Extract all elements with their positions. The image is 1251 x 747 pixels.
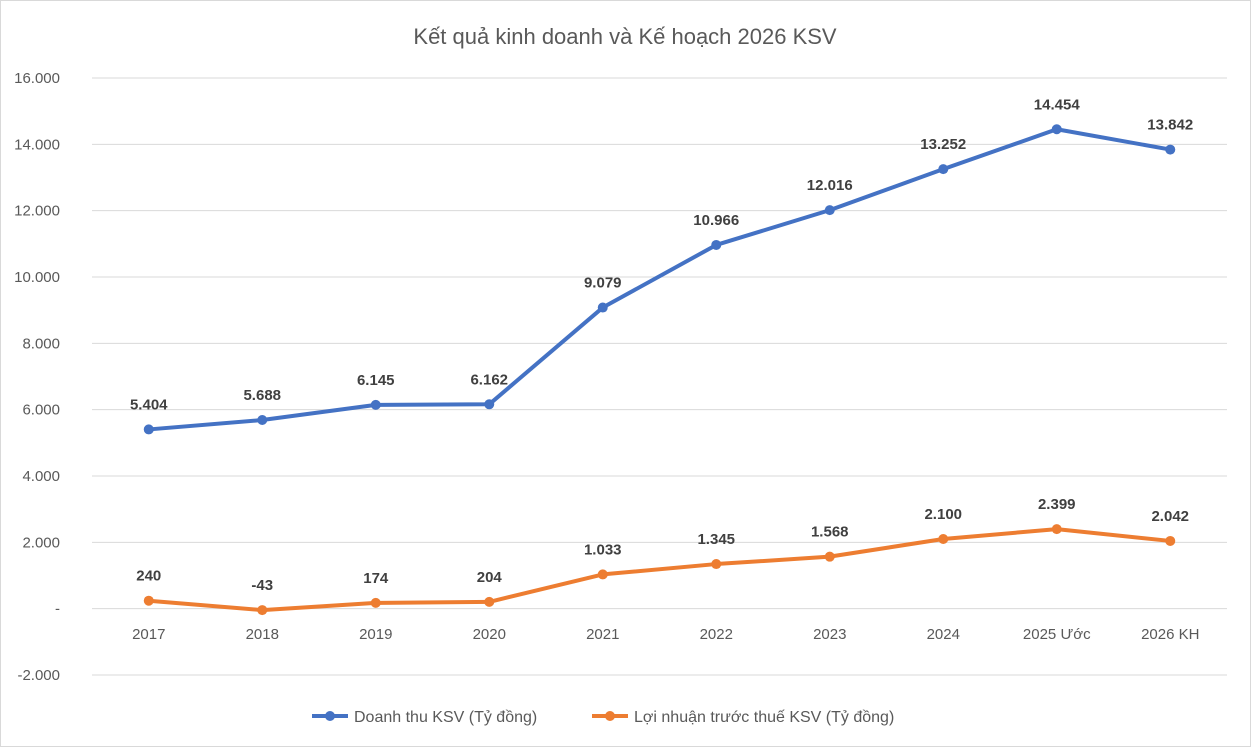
y-tick-label: 8.000 <box>22 335 60 352</box>
data-point <box>938 534 949 545</box>
y-tick-label: 10.000 <box>14 269 60 286</box>
y-tick-label: -2.000 <box>17 667 60 684</box>
x-tick-label: 2022 <box>700 626 733 643</box>
data-label: 2.042 <box>1151 508 1189 525</box>
data-point <box>143 595 154 606</box>
data-label: 2.100 <box>924 506 962 523</box>
data-point <box>484 399 495 410</box>
data-point <box>1051 524 1062 535</box>
data-point <box>257 605 268 616</box>
series-line <box>148 127 1171 432</box>
x-tick-label: 2026 KH <box>1141 626 1199 643</box>
x-tick-label: 2017 <box>132 626 165 643</box>
data-label: 6.162 <box>470 371 508 388</box>
series-line <box>148 527 1171 613</box>
y-tick-label: 14.000 <box>14 136 60 153</box>
data-label: 1.568 <box>811 524 849 541</box>
data-label: 5.404 <box>130 396 168 413</box>
data-point <box>711 559 722 570</box>
x-tick-label: 2018 <box>246 626 279 643</box>
data-point <box>370 399 381 410</box>
data-point <box>597 569 608 580</box>
x-tick-label: 2024 <box>927 626 960 643</box>
data-point <box>1051 124 1062 135</box>
data-point <box>711 239 722 250</box>
y-tick-label: 16.000 <box>14 70 60 87</box>
data-label: 13.842 <box>1147 117 1193 134</box>
y-tick-label: - <box>55 601 60 618</box>
x-tick-label: 2021 <box>586 626 619 643</box>
data-point <box>824 551 835 562</box>
data-point <box>143 424 154 435</box>
data-label: 174 <box>363 570 389 587</box>
data-label: 1.345 <box>697 531 735 548</box>
data-label: 204 <box>477 569 503 586</box>
data-point <box>938 164 949 175</box>
data-point <box>1165 144 1176 155</box>
x-tick-label: 2019 <box>359 626 392 643</box>
legend-label: Lợi nhuận trước thuế KSV (Tỷ đồng) <box>634 709 894 726</box>
x-tick-label: 2020 <box>473 626 506 643</box>
data-label: 5.688 <box>243 387 281 404</box>
y-tick-label: 6.000 <box>22 402 60 419</box>
data-point <box>257 415 268 426</box>
data-label: 6.145 <box>357 372 395 389</box>
data-point <box>824 205 835 216</box>
x-tick-label: 2025 Ước <box>1023 626 1091 643</box>
data-label: 13.252 <box>920 136 966 153</box>
legend-marker <box>605 711 615 721</box>
data-label: 12.016 <box>807 177 853 194</box>
data-label: 14.454 <box>1034 96 1081 113</box>
data-label: -43 <box>251 577 273 594</box>
y-tick-label: 12.000 <box>14 203 60 220</box>
data-point <box>370 597 381 608</box>
data-label: 240 <box>136 568 161 585</box>
legend-label: Doanh thu KSV (Tỷ đồng) <box>354 709 537 726</box>
data-label: 1.033 <box>584 541 622 558</box>
data-point <box>597 302 608 313</box>
y-tick-label: 4.000 <box>22 468 60 485</box>
data-label: 2.399 <box>1038 496 1076 513</box>
data-point <box>1165 535 1176 546</box>
data-label: 10.966 <box>693 212 739 229</box>
chart-title: Kết quả kinh doanh và Kế hoạch 2026 KSV <box>413 24 837 49</box>
x-tick-label: 2023 <box>813 626 846 643</box>
y-tick-label: 2.000 <box>22 534 60 551</box>
data-label: 9.079 <box>584 275 622 292</box>
legend-marker <box>325 711 335 721</box>
data-point <box>484 596 495 607</box>
